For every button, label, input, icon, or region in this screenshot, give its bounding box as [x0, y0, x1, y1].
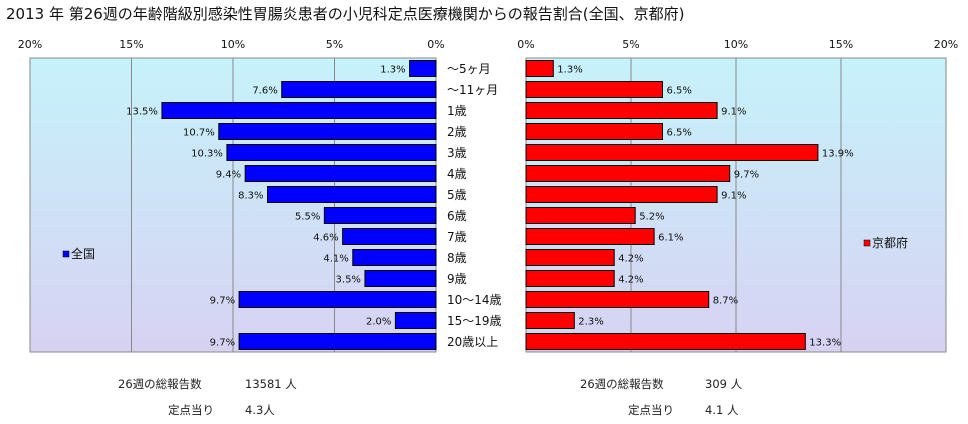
national-data-label: 3.5% — [336, 275, 361, 286]
kyoto-data-label: 2.3% — [578, 317, 603, 328]
legend-national: 全国 — [62, 246, 95, 261]
national-tick-label: 20% — [18, 38, 42, 51]
category-label: 6歳 — [447, 209, 467, 223]
kyoto-data-label: 9.1% — [721, 191, 746, 202]
national-bar — [352, 249, 437, 266]
kyoto-data-label: 6.5% — [667, 128, 692, 139]
kyoto-tick-label: 5% — [622, 38, 639, 51]
national-bar — [161, 102, 437, 119]
kyoto-per-label: 定点当り — [628, 403, 674, 417]
national-bar — [267, 186, 437, 203]
kyoto-bar — [525, 333, 806, 350]
national-bar — [244, 165, 437, 182]
category-label: 10～14歳 — [447, 293, 502, 307]
category-label: 1歳 — [447, 104, 467, 118]
kyoto-bar — [525, 165, 731, 182]
kyoto-bar — [525, 291, 710, 308]
national-total-value: 13581 人 — [245, 377, 297, 391]
category-label: 3歳 — [447, 146, 467, 160]
kyoto-bar — [525, 270, 615, 287]
kyoto-bar — [525, 144, 819, 161]
kyoto-tick-label: 20% — [934, 38, 958, 51]
kyoto-tick-label: 0% — [517, 38, 534, 51]
kyoto-total-label: 26週の総報告数 — [580, 377, 664, 391]
national-total-label: 26週の総報告数 — [118, 377, 202, 391]
national-bar — [323, 207, 437, 224]
category-label: ～5ヶ月 — [447, 62, 491, 76]
category-label: 8歳 — [447, 251, 467, 265]
kyoto-bar — [525, 60, 554, 77]
legend-national-label: 全国 — [71, 246, 95, 261]
kyoto-data-label: 6.1% — [658, 233, 683, 244]
kyoto-bar — [525, 186, 718, 203]
kyoto-data-label: 4.2% — [618, 275, 643, 286]
national-bar — [342, 228, 437, 245]
national-data-label: 9.7% — [210, 296, 235, 307]
kyoto-data-label: 1.3% — [557, 65, 582, 76]
national-tick-label: 10% — [221, 38, 245, 51]
kyoto-data-label: 8.7% — [713, 296, 738, 307]
legend-kyoto: 京都府 — [863, 235, 908, 250]
category-label: 15～19歳 — [447, 314, 502, 328]
national-bar — [364, 270, 437, 287]
national-per-label: 定点当り — [168, 403, 214, 417]
kyoto-data-label: 5.2% — [639, 212, 664, 223]
national-data-label: 7.6% — [252, 86, 277, 97]
category-label: 2歳 — [447, 125, 467, 139]
legend-kyoto-swatch — [863, 239, 871, 247]
national-data-label: 2.0% — [366, 317, 391, 328]
national-data-label: 10.3% — [191, 149, 223, 160]
national-data-label: 13.5% — [126, 107, 158, 118]
kyoto-data-label: 9.1% — [721, 107, 746, 118]
national-bar — [409, 60, 437, 77]
national-bar — [394, 312, 437, 329]
kyoto-bar — [525, 81, 663, 98]
national-data-label: 8.3% — [238, 191, 263, 202]
age-category-labels: ～5ヶ月 ～11ヶ月 1歳 2歳 3歳 4歳 5歳 6歳 7歳 8歳 9歳 10～14歳 15～19歳 2… — [447, 62, 502, 349]
kyoto-tick-label: 10% — [724, 38, 748, 51]
category-label: ～11ヶ月 — [447, 83, 498, 97]
national-data-label: 4.1% — [323, 254, 348, 265]
category-label: 4歳 — [447, 167, 467, 181]
category-label: 7歳 — [447, 230, 467, 244]
national-bar — [218, 123, 437, 140]
legend-kyoto-label: 京都府 — [872, 235, 908, 250]
national-bar — [238, 333, 437, 350]
chart-title: 2013 年 第26週の年齢階級別感染性胃腸炎患者の小児科定点医療機関からの報告… — [6, 5, 685, 23]
national-data-label: 10.7% — [183, 128, 215, 139]
legend-national-swatch — [62, 250, 70, 258]
kyoto-data-label: 13.9% — [822, 149, 854, 160]
kyoto-data-label: 4.2% — [618, 254, 643, 265]
national-per-value: 4.3人 — [245, 403, 275, 417]
national-bar — [226, 144, 437, 161]
kyoto-data-label: 9.7% — [734, 170, 759, 181]
national-bar — [281, 81, 437, 98]
national-data-label: 5.5% — [295, 212, 320, 223]
category-label: 9歳 — [447, 272, 467, 286]
kyoto-bar — [525, 249, 615, 266]
national-data-label: 9.7% — [210, 338, 235, 349]
kyoto-data-label: 13.3% — [809, 338, 841, 349]
kyoto-per-value: 4.1 人 — [705, 403, 739, 417]
kyoto-bar — [525, 102, 718, 119]
category-label: 20歳以上 — [447, 335, 498, 349]
kyoto-bar — [525, 207, 636, 224]
kyoto-bar — [525, 123, 663, 140]
national-data-label: 4.6% — [313, 233, 338, 244]
national-data-label: 1.3% — [380, 65, 405, 76]
category-label: 5歳 — [447, 188, 467, 202]
national-tick-label: 0% — [427, 38, 444, 51]
kyoto-data-label: 6.5% — [667, 86, 692, 97]
kyoto-bar — [525, 312, 575, 329]
kyoto-panel: 0% 5% 10% 15% 20% 1.3% 6.5% 9.1% 6.5% 13.9% 9.7% 9.… — [517, 38, 958, 353]
kyoto-total-value: 309 人 — [705, 377, 743, 391]
kyoto-bar — [525, 228, 655, 245]
kyoto-tick-label: 15% — [829, 38, 853, 51]
national-tick-label: 15% — [119, 38, 143, 51]
national-data-label: 9.4% — [216, 170, 241, 181]
national-panel: 0% 5% 10% 15% 20% 1.3% 7.6% 13.5% 10.7% 10.3% 9.4%… — [18, 38, 445, 353]
national-tick-label: 5% — [326, 38, 343, 51]
national-bar — [238, 291, 437, 308]
